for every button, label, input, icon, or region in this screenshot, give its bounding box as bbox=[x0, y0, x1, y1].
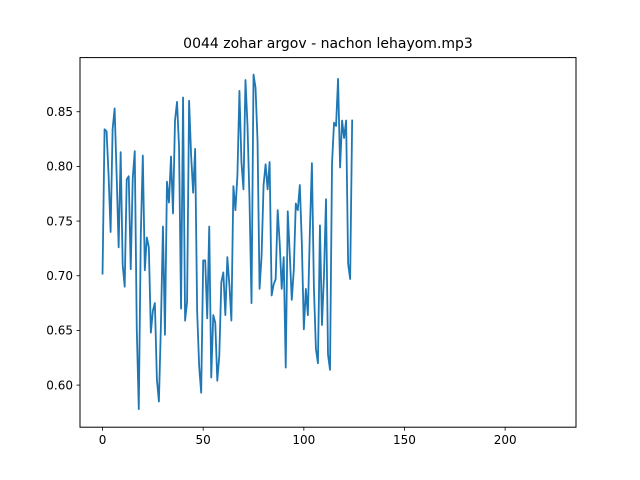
y-axis: 0.60 0.65 0.70 0.75 0.80 0.85 bbox=[46, 105, 80, 392]
x-tick-label: 200 bbox=[494, 433, 517, 447]
x-tick-label: 50 bbox=[196, 433, 211, 447]
y-tick-label: 0.75 bbox=[46, 214, 73, 228]
y-tick-label: 0.85 bbox=[46, 105, 73, 119]
y-tick-label: 0.80 bbox=[46, 160, 73, 174]
x-tick-label: 0 bbox=[99, 433, 107, 447]
y-tick-label: 0.60 bbox=[46, 378, 73, 392]
x-tick-label: 150 bbox=[393, 433, 416, 447]
y-tick-label: 0.70 bbox=[46, 269, 73, 283]
x-tick-label: 100 bbox=[292, 433, 315, 447]
plot-area bbox=[101, 73, 354, 411]
series-line-0 bbox=[101, 73, 354, 411]
chart-title: 0044 zohar argov - nachon lehayom.mp3 bbox=[183, 36, 473, 52]
x-axis: 0 50 100 150 200 bbox=[99, 427, 517, 447]
y-tick-label: 0.65 bbox=[46, 324, 73, 338]
axes-frame bbox=[79, 57, 577, 428]
